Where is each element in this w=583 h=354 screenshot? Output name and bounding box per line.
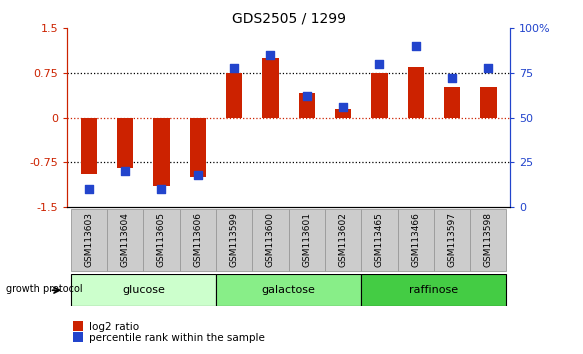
Text: GSM113604: GSM113604 [121,212,129,267]
Point [302,93,311,99]
Point [230,65,239,70]
Text: raffinose: raffinose [409,285,458,295]
Bar [408,67,424,118]
Bar [180,209,216,271]
Text: GSM113465: GSM113465 [375,212,384,267]
Text: GSM113602: GSM113602 [339,212,347,267]
Bar [216,274,361,306]
Point [193,172,202,178]
Bar [143,209,180,271]
Bar [434,209,470,271]
Bar [371,73,388,118]
Text: GSM113600: GSM113600 [266,212,275,267]
Bar [361,274,507,306]
Bar [289,209,325,271]
Bar [189,118,206,177]
Bar [71,209,107,271]
Text: log2 ratio: log2 ratio [89,322,139,332]
Text: percentile rank within the sample: percentile rank within the sample [89,333,265,343]
Text: growth protocol: growth protocol [6,284,82,294]
Bar [117,118,134,169]
Text: GSM113598: GSM113598 [484,212,493,267]
Point [375,61,384,67]
Bar [335,109,351,118]
Point [411,43,420,49]
Bar [398,209,434,271]
Text: GSM113599: GSM113599 [230,212,238,267]
Text: GSM113603: GSM113603 [85,212,93,267]
Text: galactose: galactose [262,285,315,295]
Bar [216,209,252,271]
Text: GSM113601: GSM113601 [302,212,311,267]
Point [338,104,347,110]
Bar [298,93,315,118]
Bar [153,118,170,186]
Text: glucose: glucose [122,285,165,295]
Bar [444,87,460,118]
Text: GSM113605: GSM113605 [157,212,166,267]
Text: GSM113606: GSM113606 [194,212,202,267]
Bar [262,58,279,118]
Bar [480,87,497,118]
Bar [470,209,507,271]
Bar [80,118,97,174]
Text: GSM113466: GSM113466 [411,212,420,267]
Point [121,169,130,174]
Text: GSM113597: GSM113597 [448,212,456,267]
Bar [325,209,361,271]
Point [447,75,456,81]
Point [157,186,166,192]
Bar [252,209,289,271]
Bar [71,274,216,306]
Point [266,52,275,58]
Point [484,65,493,70]
Bar [107,209,143,271]
Title: GDS2505 / 1299: GDS2505 / 1299 [231,12,346,26]
Bar [361,209,398,271]
Bar [226,73,243,118]
Point [84,186,93,192]
